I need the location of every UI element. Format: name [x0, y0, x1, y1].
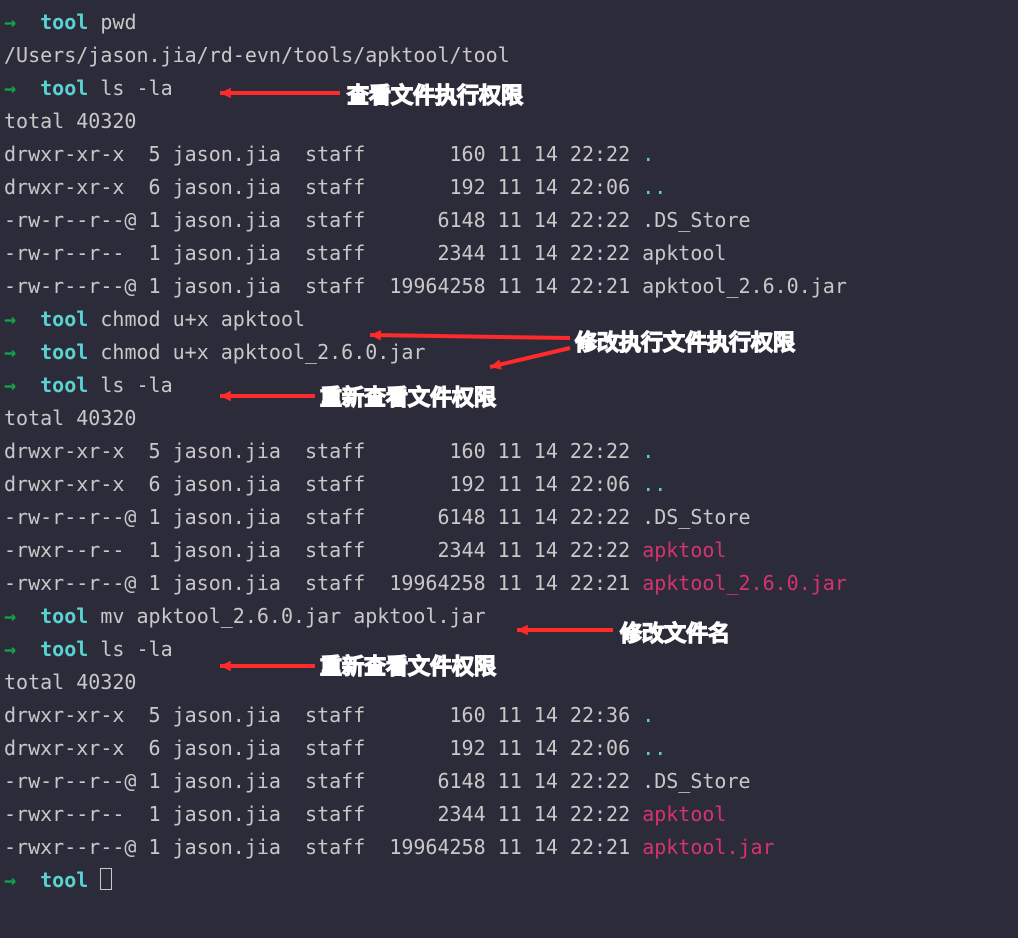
output-line: total 40320: [4, 666, 1014, 699]
output-line: -rw-r--r-- 1 jason.jia staff 2344 11 14 …: [4, 237, 1014, 270]
prompt-dir: tool: [40, 340, 88, 364]
output-line: -rwxr--r-- 1 jason.jia staff 2344 11 14 …: [4, 798, 1014, 831]
cmd: ls -la: [100, 373, 172, 397]
output-line: -rw-r--r--@ 1 jason.jia staff 6148 11 14…: [4, 204, 1014, 237]
prompt-dir: tool: [40, 307, 88, 331]
prompt-arrow-icon: →: [4, 604, 16, 628]
prompt-line: → tool ls -la: [4, 369, 1014, 402]
prompt-dir: tool: [40, 637, 88, 661]
prompt-arrow-icon: →: [4, 307, 16, 331]
prompt-arrow-icon: →: [4, 340, 16, 364]
output-line: -rw-r--r--@ 1 jason.jia staff 19964258 1…: [4, 270, 1014, 303]
output-line: drwxr-xr-x 6 jason.jia staff 192 11 14 2…: [4, 468, 1014, 501]
terminal: → tool pwd /Users/jason.jia/rd-evn/tools…: [0, 0, 1018, 903]
cmd: chmod u+x apktool_2.6.0.jar: [100, 340, 425, 364]
prompt-line: → tool chmod u+x apktool_2.6.0.jar: [4, 336, 1014, 369]
prompt-dir: tool: [40, 10, 88, 34]
output-line: drwxr-xr-x 6 jason.jia staff 192 11 14 2…: [4, 171, 1014, 204]
output-line: drwxr-xr-x 5 jason.jia staff 160 11 14 2…: [4, 138, 1014, 171]
output-line: drwxr-xr-x 6 jason.jia staff 192 11 14 2…: [4, 732, 1014, 765]
output-line: -rw-r--r--@ 1 jason.jia staff 6148 11 14…: [4, 765, 1014, 798]
output-line: -rw-r--r--@ 1 jason.jia staff 6148 11 14…: [4, 501, 1014, 534]
cmd: ls -la: [100, 76, 172, 100]
output-line: /Users/jason.jia/rd-evn/tools/apktool/to…: [4, 39, 1014, 72]
prompt-arrow-icon: →: [4, 373, 16, 397]
output-line: drwxr-xr-x 5 jason.jia staff 160 11 14 2…: [4, 699, 1014, 732]
prompt-line: → tool chmod u+x apktool: [4, 303, 1014, 336]
cursor-icon: [100, 868, 112, 890]
output-line: total 40320: [4, 105, 1014, 138]
prompt-arrow-icon: →: [4, 10, 16, 34]
prompt-line: → tool mv apktool_2.6.0.jar apktool.jar: [4, 600, 1014, 633]
highlight-file: apktool: [642, 538, 726, 562]
prompt-arrow-icon: →: [4, 868, 16, 892]
output-line: -rwxr--r--@ 1 jason.jia staff 19964258 1…: [4, 567, 1014, 600]
output-line: total 40320: [4, 402, 1014, 435]
prompt-line: → tool: [4, 864, 1014, 897]
output-line: drwxr-xr-x 5 jason.jia staff 160 11 14 2…: [4, 435, 1014, 468]
output-line: -rwxr--r--@ 1 jason.jia staff 19964258 1…: [4, 831, 1014, 864]
prompt-dir: tool: [40, 604, 88, 628]
cmd: mv apktool_2.6.0.jar apktool.jar: [100, 604, 485, 628]
output-line: -rwxr--r-- 1 jason.jia staff 2344 11 14 …: [4, 534, 1014, 567]
prompt-arrow-icon: →: [4, 637, 16, 661]
prompt-dir: tool: [40, 76, 88, 100]
highlight-file: apktool_2.6.0.jar: [642, 571, 847, 595]
cmd: chmod u+x apktool: [100, 307, 305, 331]
prompt-line: → tool ls -la: [4, 633, 1014, 666]
prompt-dir: tool: [40, 868, 88, 892]
cmd: ls -la: [100, 637, 172, 661]
highlight-file: apktool: [642, 802, 726, 826]
cmd: pwd: [100, 10, 136, 34]
prompt-line: → tool ls -la: [4, 72, 1014, 105]
highlight-file: apktool.jar: [642, 835, 774, 859]
prompt-line: → tool pwd: [4, 6, 1014, 39]
prompt-arrow-icon: →: [4, 76, 16, 100]
prompt-dir: tool: [40, 373, 88, 397]
